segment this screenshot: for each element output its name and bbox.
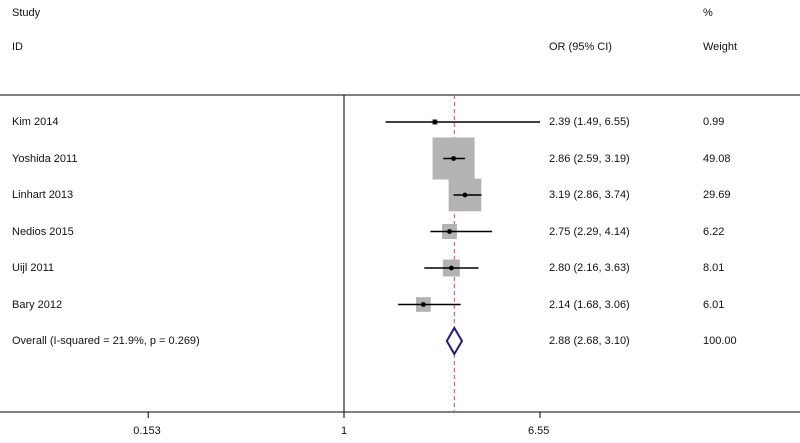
study-or-1: 2.86 (2.59, 3.19) [549, 152, 630, 165]
study-point-0 [432, 119, 438, 125]
x-tick-label-2: 6.55 [528, 425, 550, 437]
header-weight: Weight [703, 41, 738, 53]
study-point-3 [447, 229, 452, 234]
x-tick-label-0: 0.153 [133, 425, 161, 437]
study-weight-5: 6.01 [703, 298, 725, 311]
overall-name: Overall (I-squared = 21.9%, p = 0.269) [12, 335, 200, 347]
header-study: Study [12, 7, 41, 19]
study-name-4: Uijl 2011 [12, 262, 54, 274]
overall-weight: 100.00 [703, 335, 737, 347]
study-weight-4: 8.01 [703, 262, 725, 274]
study-name-5: Bary 2012 [12, 298, 63, 311]
study-weight-1: 49.08 [703, 152, 731, 165]
header-percent: % [703, 7, 713, 19]
study-or-4: 2.80 (2.16, 3.63) [549, 262, 630, 274]
study-or-0: 2.39 (1.49, 6.55) [549, 116, 630, 128]
header-id: ID [12, 41, 23, 53]
x-tick-label-1: 1 [341, 425, 348, 437]
study-name-3: Nedios 2015 [12, 225, 74, 238]
study-or-3: 2.75 (2.29, 4.14) [549, 225, 630, 238]
study-name-2: Linhart 2013 [12, 189, 74, 201]
overall-or: 2.88 (2.68, 3.10) [549, 335, 630, 347]
study-point-1 [451, 156, 456, 161]
study-weight-2: 29.69 [703, 189, 731, 201]
study-name-1: Yoshida 2011 [12, 152, 78, 165]
study-name-0: Kim 2014 [12, 116, 59, 128]
overall-diamond [445, 326, 464, 356]
study-weight-0: 0.99 [703, 116, 725, 128]
study-point-5 [420, 302, 426, 307]
study-or-5: 2.14 (1.68, 3.06) [549, 298, 630, 311]
header-or-ci: OR (95% CI) [549, 41, 612, 53]
study-weight-3: 6.22 [703, 225, 725, 238]
study-point-4 [448, 265, 454, 271]
study-or-2: 3.19 (2.86, 3.74) [549, 189, 630, 201]
study-point-2 [462, 192, 468, 198]
